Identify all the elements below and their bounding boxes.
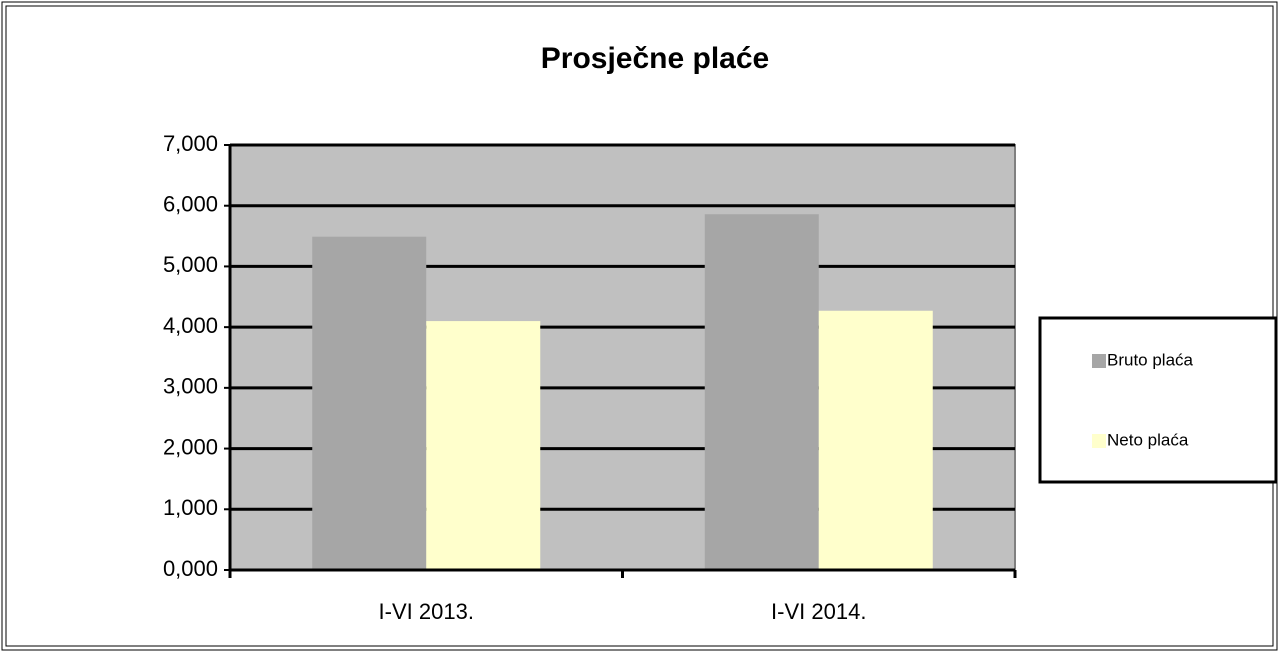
legend-label: Neto plaća	[1107, 430, 1189, 449]
chart-title: Prosječne plaće	[541, 42, 769, 75]
y-tick-label: 7,000	[163, 131, 218, 156]
y-tick-label: 5,000	[163, 252, 218, 277]
legend-swatch	[1092, 354, 1106, 368]
bar	[818, 310, 933, 570]
legend-swatch	[1092, 434, 1106, 448]
y-tick-label: 3,000	[163, 374, 218, 399]
y-tick-label: 4,000	[163, 313, 218, 338]
y-tick-label: 1,000	[163, 495, 218, 520]
legend-box	[1038, 316, 1278, 484]
y-tick-label: 6,000	[163, 192, 218, 217]
legend-label: Bruto plaća	[1107, 350, 1194, 369]
bar	[312, 236, 427, 570]
x-tick-label: I-VI 2013.	[379, 599, 474, 624]
bar	[426, 321, 541, 570]
bar	[704, 214, 819, 570]
x-tick-label: I-VI 2014.	[771, 599, 866, 624]
y-tick-label: 0,000	[163, 556, 218, 581]
y-tick-label: 2,000	[163, 434, 218, 459]
